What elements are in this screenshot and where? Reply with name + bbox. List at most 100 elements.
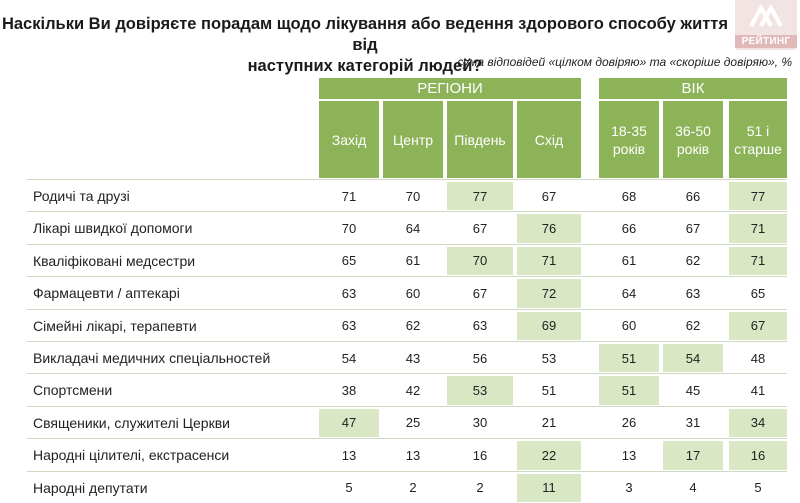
value-cell: 62 bbox=[685, 318, 701, 334]
row-label: Спортсмени bbox=[33, 382, 113, 399]
row-label: Народні цілителі, екстрасенси bbox=[33, 447, 230, 464]
chart-title: Наскільки Ви довіряєте порадам щодо ліку… bbox=[0, 14, 730, 77]
chart-subtitle: сума відповідей «цілком довіряю» та «ско… bbox=[457, 55, 792, 69]
row-label: Родичі та друзі bbox=[33, 188, 130, 204]
row-label: Кваліфіковані медсестри bbox=[33, 252, 196, 269]
value-cell: 51 bbox=[599, 344, 659, 373]
value-cell: 2 bbox=[409, 480, 417, 496]
value-cell: 4 bbox=[689, 480, 697, 496]
row-label: Священики, служителі Церкви bbox=[33, 414, 230, 431]
column-header: Південь bbox=[447, 101, 513, 178]
row-divider bbox=[27, 211, 787, 213]
value-cell: 66 bbox=[685, 188, 701, 204]
value-cell: 42 bbox=[405, 383, 421, 399]
group-header-regions: РЕГІОНИ bbox=[319, 78, 581, 99]
value-cell: 63 bbox=[341, 285, 357, 301]
value-cell: 48 bbox=[750, 350, 766, 366]
value-cell: 77 bbox=[447, 182, 513, 211]
value-cell: 22 bbox=[517, 441, 581, 470]
row-divider bbox=[27, 341, 787, 342]
value-cell: 51 bbox=[599, 376, 659, 405]
column-header: 18-35 років bbox=[599, 101, 659, 178]
value-cell: 67 bbox=[729, 311, 787, 340]
value-cell: 64 bbox=[621, 285, 637, 301]
value-cell: 51 bbox=[541, 383, 557, 399]
value-cell: 67 bbox=[472, 221, 488, 237]
value-cell: 76 bbox=[517, 214, 581, 243]
row-label: Сімейні лікарі, терапевти bbox=[33, 317, 197, 334]
group-header-age: ВІК bbox=[599, 78, 787, 99]
value-cell: 13 bbox=[405, 447, 421, 463]
title-line-1: Наскільки Ви довіряєте порадам щодо ліку… bbox=[1, 15, 729, 54]
value-cell: 2 bbox=[476, 480, 484, 496]
table-top-divider bbox=[27, 179, 787, 180]
row-divider bbox=[27, 308, 787, 310]
value-cell: 70 bbox=[405, 188, 421, 204]
value-cell: 61 bbox=[405, 253, 421, 269]
row-divider bbox=[27, 243, 787, 245]
value-cell: 11 bbox=[517, 473, 581, 502]
value-cell: 63 bbox=[472, 318, 488, 334]
value-cell: 45 bbox=[685, 383, 701, 399]
value-cell: 60 bbox=[405, 285, 421, 301]
row-divider bbox=[27, 405, 787, 407]
value-cell: 53 bbox=[447, 376, 513, 405]
value-cell: 71 bbox=[517, 246, 581, 276]
value-cell: 25 bbox=[405, 415, 421, 431]
logo-mark-icon bbox=[749, 4, 783, 27]
value-cell: 38 bbox=[341, 383, 357, 399]
row-label: Викладачі медичних спеціальностей bbox=[33, 350, 271, 366]
value-cell: 60 bbox=[621, 318, 637, 334]
value-cell: 31 bbox=[685, 415, 701, 431]
value-cell: 43 bbox=[405, 350, 421, 366]
row-divider bbox=[27, 373, 787, 375]
value-cell: 61 bbox=[621, 253, 637, 269]
value-cell: 69 bbox=[517, 311, 581, 340]
rating-logo: РЕЙТИНГ bbox=[735, 0, 797, 50]
value-cell: 47 bbox=[319, 408, 379, 438]
value-cell: 70 bbox=[341, 221, 357, 237]
row-label: Лікарі швидкої допомоги bbox=[33, 220, 193, 237]
value-cell: 21 bbox=[541, 415, 557, 431]
column-header: 51 і старше bbox=[729, 101, 787, 178]
row-divider bbox=[27, 438, 787, 440]
value-cell: 3 bbox=[625, 480, 633, 496]
row-divider bbox=[27, 470, 787, 472]
value-cell: 70 bbox=[447, 246, 513, 276]
logo-text: РЕЙТИНГ bbox=[735, 35, 797, 48]
value-cell: 34 bbox=[729, 408, 787, 438]
row-divider bbox=[27, 276, 787, 278]
column-header: Схід bbox=[517, 101, 581, 178]
value-cell: 65 bbox=[750, 285, 766, 301]
column-header: Центр bbox=[383, 101, 443, 178]
column-header: Захід bbox=[319, 101, 379, 178]
value-cell: 77 bbox=[729, 182, 787, 211]
value-cell: 71 bbox=[729, 246, 787, 276]
value-cell: 67 bbox=[685, 221, 701, 237]
value-cell: 5 bbox=[754, 480, 762, 496]
value-cell: 16 bbox=[472, 447, 488, 463]
value-cell: 67 bbox=[541, 188, 557, 204]
value-cell: 54 bbox=[341, 350, 357, 366]
row-label: Народні депутати bbox=[33, 479, 148, 496]
value-cell: 67 bbox=[472, 285, 488, 301]
value-cell: 68 bbox=[621, 188, 637, 204]
value-cell: 13 bbox=[341, 447, 357, 463]
value-cell: 71 bbox=[729, 214, 787, 243]
value-cell: 63 bbox=[685, 285, 701, 301]
value-cell: 65 bbox=[341, 253, 357, 269]
value-cell: 53 bbox=[541, 350, 557, 366]
value-cell: 30 bbox=[472, 415, 488, 431]
value-cell: 63 bbox=[341, 318, 357, 334]
value-cell: 26 bbox=[621, 415, 637, 431]
value-cell: 62 bbox=[685, 253, 701, 269]
row-label: Фармацевти / аптекарі bbox=[33, 285, 180, 302]
value-cell: 72 bbox=[517, 279, 581, 308]
value-cell: 13 bbox=[621, 447, 637, 463]
value-cell: 17 bbox=[663, 441, 723, 470]
value-cell: 41 bbox=[750, 383, 766, 399]
value-cell: 16 bbox=[729, 441, 787, 470]
title-line-2: наступних категорій людей? bbox=[247, 57, 483, 75]
value-cell: 66 bbox=[621, 221, 637, 237]
column-header: 36-50 років bbox=[663, 101, 723, 178]
